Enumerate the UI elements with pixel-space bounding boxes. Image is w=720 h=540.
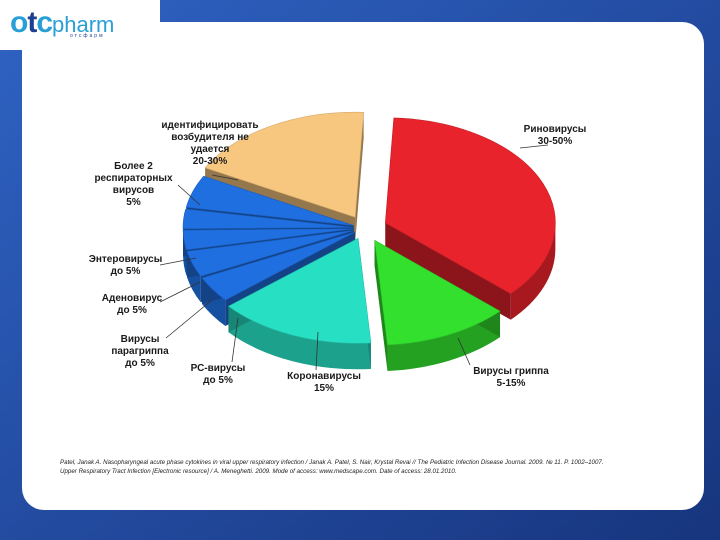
label-influenza: Вирусы гриппа 5-15% [473,366,549,389]
leader-line-4 [159,281,201,303]
reference-1: Patel, Janak A. Nasopharyngeal acute pha… [60,459,604,466]
company-logo: otcpharm отсфарм [8,6,148,44]
label-rsv: РС-вирусы до 5% [190,363,246,386]
logo-wordmark: otcpharm [10,6,115,39]
pie-slice-8 [204,111,364,218]
label-enterovirus: Энтеровирусы до 5% [88,254,163,277]
pie-slice-2 [227,237,372,344]
pie-slice-4 [186,230,354,277]
label-rhinovirus: Риновирусы 30-50% [523,124,587,147]
leader-line-1 [519,144,549,149]
pie-slice-side-2 [228,306,371,370]
leader-line-5 [165,299,213,339]
pie-slice-5 [182,228,354,251]
pie-slice-wall-8-1 [355,112,364,244]
pie-slice-7 [185,175,354,226]
logo-tagline: отсфарм [70,33,105,39]
label-multiple-viruses: Более 2 респираторных вирусов 5% [94,161,173,208]
leader-line-3 [159,257,197,266]
label-unknown: идентифицировать возбудителя не удается 20-… [161,120,259,167]
reference-2: Upper Respiratory Tract Infection [Elect… [60,468,457,475]
pie-slice-side-0 [510,222,556,320]
pie-slice-3 [201,231,356,301]
pie-slice-side-1 [387,311,501,371]
leader-line-2 [177,184,201,206]
leader-line-8 [457,337,471,366]
leader-line-6 [231,317,239,363]
references: Patel, Janak A. Nasopharyngeal acute pha… [60,458,620,476]
pie-slice-1 [374,239,501,346]
pie-slice-wall-0-1 [385,222,511,320]
leader-line-0 [211,174,239,181]
label-adenovirus: Аденовирус до 5% [101,293,163,316]
pie-slice-6 [182,208,354,230]
label-parainfluenza: Вирусы парагриппа до 5% [111,334,169,369]
label-coronavirus: Коронавирусы 15% [287,371,361,394]
leader-line-7 [315,331,319,371]
pie-slice-wall-1-1 [374,240,388,371]
pie-slice-0 [385,117,556,295]
